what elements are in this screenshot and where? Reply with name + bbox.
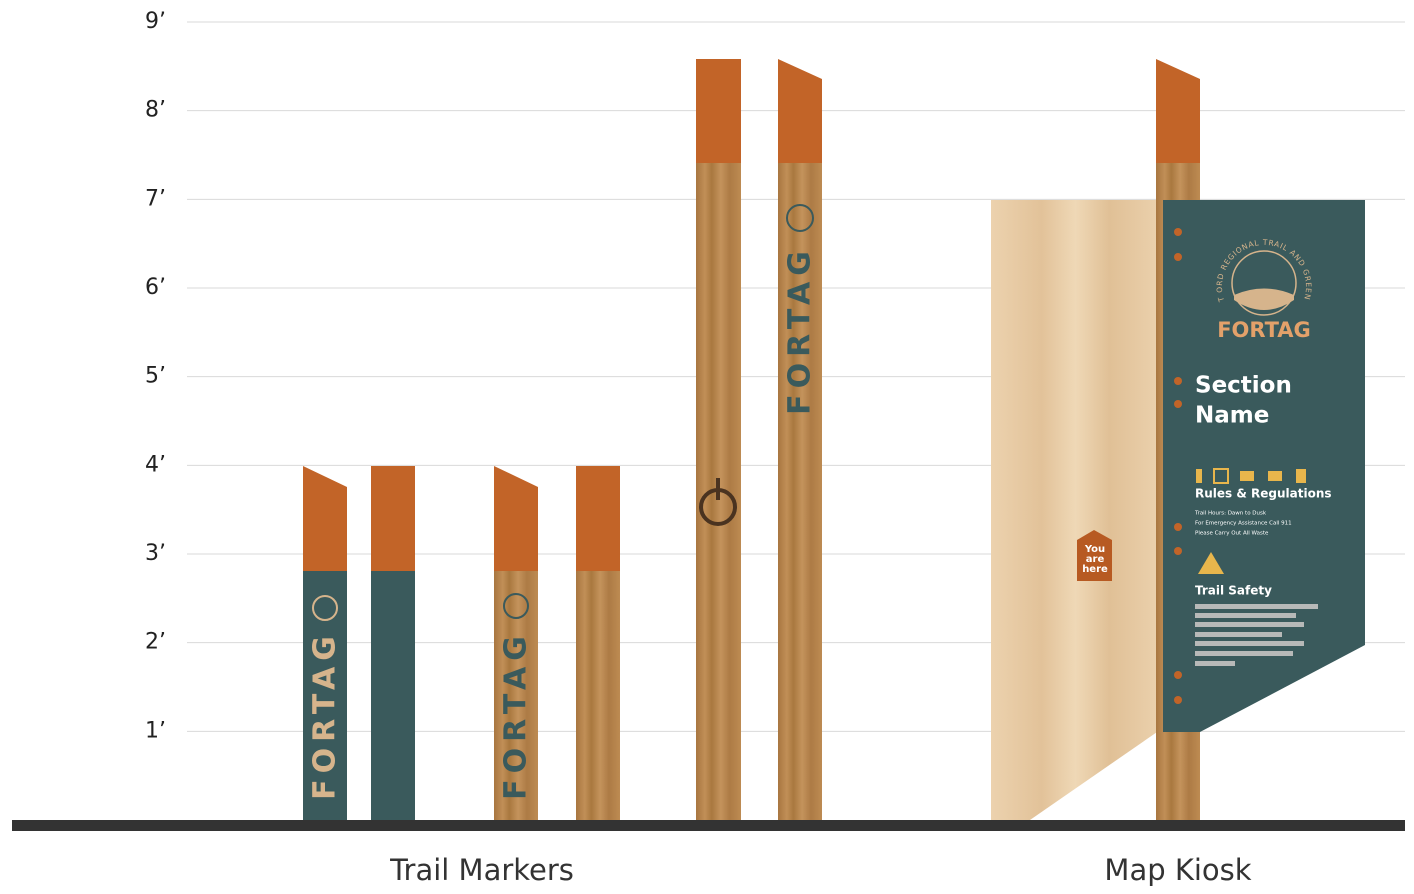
rules-title: Rules & Regulations xyxy=(1195,487,1332,501)
post xyxy=(303,571,347,820)
rule: Please Carry Out All Waste xyxy=(1195,531,1269,537)
section-name: Name xyxy=(1195,403,1269,429)
logo-hill xyxy=(1234,288,1294,310)
logo xyxy=(312,595,338,621)
rule: Trail Hours: Dawn to Dusk xyxy=(1194,511,1267,517)
section-name: Section xyxy=(1195,373,1292,399)
map-kiosk: FORT ORD REGIONAL TRAIL AND GREENWAY FOR… xyxy=(0,0,1365,820)
post xyxy=(576,571,620,820)
post-cap xyxy=(303,466,347,571)
scale-label: 7’ xyxy=(145,186,166,211)
scale-label: 2’ xyxy=(145,630,166,655)
you-are-here: here xyxy=(1082,564,1108,575)
post-cap xyxy=(576,466,620,571)
post-cap xyxy=(778,59,822,163)
post xyxy=(494,571,538,820)
rule: For Emergency Assistance Call 911 xyxy=(1195,521,1292,527)
logo xyxy=(786,204,814,232)
scale-label: 5’ xyxy=(145,364,166,389)
logo-tree xyxy=(1231,250,1297,316)
post xyxy=(778,163,822,820)
kiosk-panel xyxy=(991,200,1160,820)
scale-label: 6’ xyxy=(145,275,166,300)
you-are-here: You xyxy=(1084,544,1105,555)
post-text: FORTAG xyxy=(308,630,343,800)
you-are-here: are xyxy=(1086,554,1105,565)
caption: Trail Markers xyxy=(389,853,574,887)
post-cap xyxy=(696,59,741,163)
scale-label: 4’ xyxy=(145,452,166,477)
safety-title: Trail Safety xyxy=(1195,584,1272,598)
mount-dots xyxy=(1174,228,1182,704)
post-cap xyxy=(371,466,415,571)
scale-label: 9’ xyxy=(145,9,166,34)
post-cap xyxy=(494,466,538,571)
text-placeholder xyxy=(1195,604,1318,666)
scale-label: 8’ xyxy=(145,98,166,123)
ground-line xyxy=(12,820,1405,831)
post-text: FORTAG xyxy=(499,630,534,800)
trail-markers: FORTAG FORTAG FORTAG xyxy=(303,59,822,820)
scale-label: 3’ xyxy=(145,541,166,566)
post xyxy=(371,571,415,820)
kiosk-sign xyxy=(1163,200,1365,732)
logo-name: FORTAG xyxy=(1217,318,1311,342)
rule-icons xyxy=(1196,468,1306,484)
you-are-here-badge xyxy=(1077,530,1112,581)
scale-label: 1’ xyxy=(145,718,166,743)
warning-icon xyxy=(1198,552,1224,574)
caption: Map Kiosk xyxy=(1104,853,1251,887)
post-text: FORTAG xyxy=(783,245,818,415)
post-cap xyxy=(1156,59,1200,163)
logo xyxy=(503,593,529,619)
